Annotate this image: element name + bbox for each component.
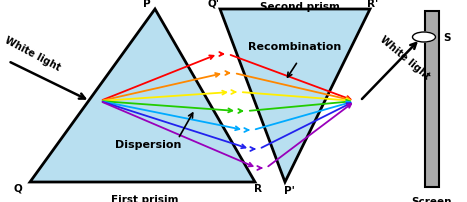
Text: Recombination: Recombination [248,42,342,52]
Text: P': P' [283,185,294,195]
Bar [425,12,439,187]
Polygon shape [30,10,255,182]
Text: Q: Q [14,183,22,193]
Text: White light: White light [2,35,62,73]
Text: Q': Q' [207,0,219,9]
Text: P: P [143,0,151,9]
Text: Screen: Screen [412,196,452,202]
Text: R: R [254,183,262,193]
Text: Second prism: Second prism [260,2,340,12]
Text: White light: White light [378,34,432,81]
Text: Dispersion: Dispersion [115,139,181,149]
Text: First prisim: First prisim [111,194,179,202]
Polygon shape [220,10,370,182]
Text: R': R' [368,0,379,9]
Text: S: S [443,33,451,43]
Circle shape [412,33,436,43]
